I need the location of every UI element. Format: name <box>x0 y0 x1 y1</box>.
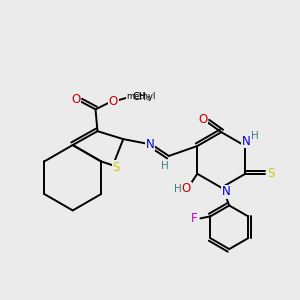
Text: S: S <box>267 167 275 180</box>
Text: F: F <box>191 212 198 225</box>
Text: N: N <box>242 135 251 148</box>
Text: O: O <box>198 113 207 126</box>
Text: CH₃: CH₃ <box>132 92 150 101</box>
Text: H: H <box>174 184 182 194</box>
Text: O: O <box>182 182 191 195</box>
Text: methyl: methyl <box>126 92 156 101</box>
Text: O: O <box>109 95 118 108</box>
Text: H: H <box>161 161 169 171</box>
Text: H: H <box>251 131 259 141</box>
Text: O: O <box>71 93 80 106</box>
Text: N: N <box>146 138 154 151</box>
Text: N: N <box>222 185 231 198</box>
Text: S: S <box>112 161 120 174</box>
